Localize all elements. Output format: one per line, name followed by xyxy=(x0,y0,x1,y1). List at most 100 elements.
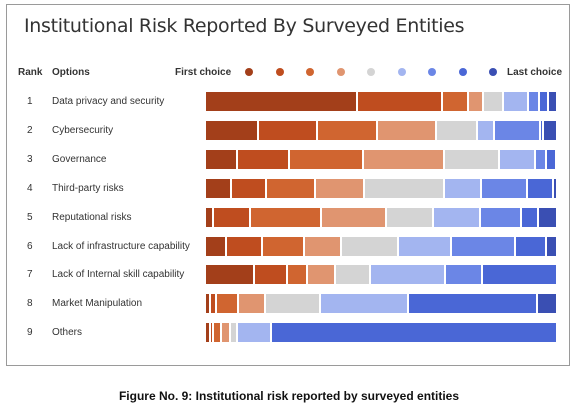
bar-segment xyxy=(304,236,342,256)
bar-segment xyxy=(289,149,364,169)
bar-segment xyxy=(222,323,232,343)
bar-segment xyxy=(251,207,322,227)
rank-number: 2 xyxy=(27,124,33,136)
bar-segment xyxy=(262,236,305,256)
rank-number: 3 xyxy=(27,153,33,165)
bar-segment xyxy=(378,120,437,140)
bar-segment xyxy=(484,92,505,111)
option-label: Others xyxy=(52,327,83,339)
bar-segment xyxy=(370,265,446,285)
rank-number: 6 xyxy=(27,240,33,252)
bar-segment xyxy=(554,178,558,198)
chart-panel: Institutional Risk Reported By Surveyed … xyxy=(6,4,570,366)
bar-segment xyxy=(238,323,273,343)
bar-segment xyxy=(358,92,444,111)
bar-segment xyxy=(539,207,558,227)
option-label: Lack of infrastructure capability xyxy=(52,240,190,252)
option-label: Third-party risks xyxy=(52,182,124,194)
bar-segment xyxy=(408,294,539,314)
bar-segment xyxy=(499,149,537,169)
bar-segment xyxy=(206,149,238,169)
legend-dot-3 xyxy=(306,68,314,76)
bar-segment xyxy=(540,120,545,140)
bar-segment xyxy=(444,178,482,198)
option-label: Reputational risks xyxy=(52,211,132,223)
bar-segment xyxy=(529,92,540,111)
bar-segment xyxy=(210,323,215,343)
bar-segment xyxy=(547,236,558,256)
bar-segment xyxy=(528,178,555,198)
bar-segment xyxy=(214,207,252,227)
bar-segment xyxy=(214,323,223,343)
bar-segment xyxy=(452,236,516,256)
bar-segment xyxy=(254,265,288,285)
bar-segment xyxy=(317,120,379,140)
option-label: Governance xyxy=(52,153,107,165)
bar-segment xyxy=(522,207,540,227)
bar-segment xyxy=(494,120,541,140)
bar-segment xyxy=(206,120,259,140)
bar-segment xyxy=(217,294,239,314)
rank-number: 5 xyxy=(27,211,33,223)
bar-segment xyxy=(548,92,558,111)
bar-segment xyxy=(265,294,322,314)
bar-segment xyxy=(539,92,549,111)
bar-segment xyxy=(267,178,317,198)
bar-segment xyxy=(308,265,336,285)
bar-segment xyxy=(321,294,409,314)
legend-dot-9 xyxy=(489,68,497,76)
rank-number: 7 xyxy=(27,269,33,281)
bar-segment xyxy=(210,294,218,314)
bar-segment xyxy=(483,265,558,285)
first-choice-label: First choice xyxy=(175,67,232,78)
bar-segment xyxy=(206,178,233,198)
bar-segment xyxy=(443,92,470,111)
bar-segment xyxy=(434,207,481,227)
legend-dot-6 xyxy=(397,68,406,76)
bar-segment xyxy=(316,178,366,198)
option-label: Market Manipulation xyxy=(52,298,143,310)
rank-number: 1 xyxy=(27,96,33,107)
bar-segment xyxy=(556,149,559,169)
rank-number: 9 xyxy=(27,327,33,339)
figure-caption: Figure No. 9: Institutional risk reporte… xyxy=(118,389,460,403)
bar-segment xyxy=(363,149,445,169)
bar-segment xyxy=(445,149,500,169)
legend-dot-4 xyxy=(336,68,345,76)
bar-segment xyxy=(237,149,290,169)
bar-segment xyxy=(536,149,548,169)
rank-number: 8 xyxy=(27,298,33,310)
bar-segment xyxy=(436,120,479,140)
bar-segment xyxy=(321,207,387,227)
rank-header: Rank xyxy=(18,67,43,78)
bar-segment xyxy=(206,265,255,285)
bar-segment xyxy=(206,92,359,111)
last-choice-label: Last choice xyxy=(507,67,563,78)
bar-segment xyxy=(335,265,371,285)
bar-segment xyxy=(469,92,485,111)
bar-segment xyxy=(288,265,309,285)
chart-title: Institutional Risk Reported By Surveyed … xyxy=(24,15,465,37)
bar-segment xyxy=(341,236,399,256)
bar-segment xyxy=(258,120,318,140)
bar-segment xyxy=(206,323,211,343)
bar-segment xyxy=(238,294,266,314)
bar-segment xyxy=(232,178,268,198)
legend-dot-7 xyxy=(428,68,436,76)
options-header: Options xyxy=(52,67,90,78)
bar-segment xyxy=(538,294,558,314)
option-label: Cybersecurity xyxy=(52,124,114,136)
bar-segment xyxy=(504,92,530,111)
bar-segment xyxy=(227,236,263,256)
legend-dot-8 xyxy=(458,68,467,76)
bar-segment xyxy=(480,207,523,227)
bar-segment xyxy=(206,207,215,227)
legend-dot-5 xyxy=(367,68,375,76)
legend-dot-1 xyxy=(245,68,253,76)
bar-segment xyxy=(365,178,445,198)
bar-segment xyxy=(515,236,548,256)
bar-segment xyxy=(206,294,211,314)
bar-segment xyxy=(386,207,435,227)
bar-segment xyxy=(547,149,557,169)
bar-segment xyxy=(445,265,483,285)
